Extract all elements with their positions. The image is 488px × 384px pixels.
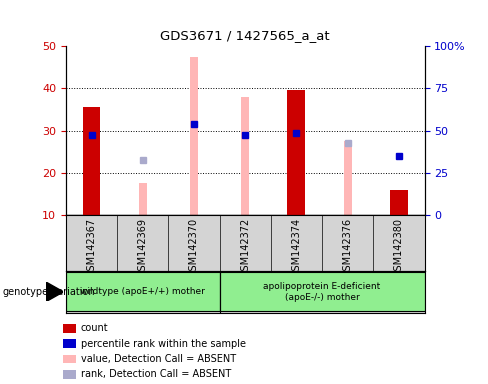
Bar <box>390 190 408 215</box>
Bar <box>287 91 305 215</box>
Text: percentile rank within the sample: percentile rank within the sample <box>81 339 245 349</box>
Title: GDS3671 / 1427565_a_at: GDS3671 / 1427565_a_at <box>161 29 330 42</box>
Bar <box>344 141 352 215</box>
Bar <box>220 272 425 311</box>
Text: rank, Detection Call = ABSENT: rank, Detection Call = ABSENT <box>81 369 231 379</box>
Text: value, Detection Call = ABSENT: value, Detection Call = ABSENT <box>81 354 236 364</box>
Text: GSM142370: GSM142370 <box>189 218 199 277</box>
Text: count: count <box>81 323 108 333</box>
Text: genotype/variation: genotype/variation <box>2 287 95 297</box>
Text: GSM142367: GSM142367 <box>86 218 97 277</box>
Text: GSM142369: GSM142369 <box>138 218 148 277</box>
Text: apolipoprotein E-deficient
(apoE-/-) mother: apolipoprotein E-deficient (apoE-/-) mot… <box>264 282 381 301</box>
Text: GSM142376: GSM142376 <box>343 218 353 277</box>
Bar <box>66 272 220 311</box>
Bar <box>139 184 147 215</box>
Text: wildtype (apoE+/+) mother: wildtype (apoE+/+) mother <box>81 287 205 296</box>
Polygon shape <box>46 282 63 301</box>
Text: GSM142380: GSM142380 <box>394 218 404 277</box>
Bar <box>82 107 101 215</box>
Bar <box>190 56 198 215</box>
Bar <box>241 97 249 215</box>
Text: GSM142374: GSM142374 <box>291 218 302 277</box>
Text: GSM142372: GSM142372 <box>240 218 250 277</box>
